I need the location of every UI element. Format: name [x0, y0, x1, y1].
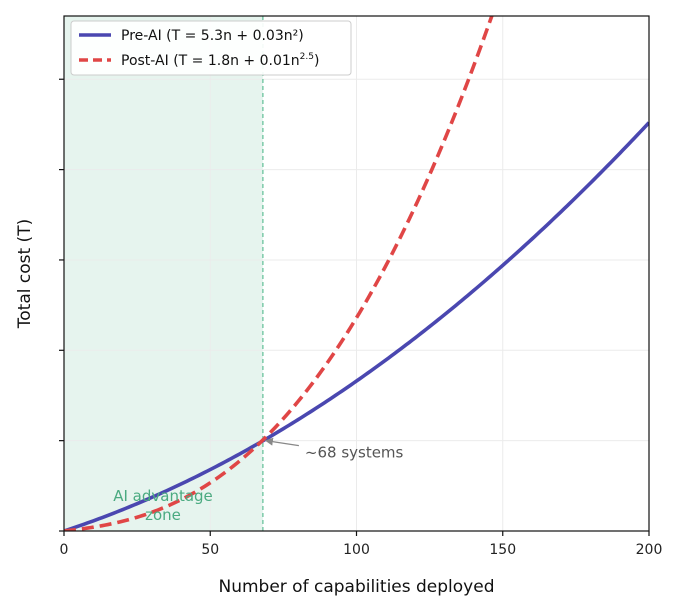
advantage-zone-label-2: zone [145, 506, 181, 524]
crossover-annotation: ~68 systems [305, 444, 404, 462]
advantage-zone-label: AI advantage [113, 487, 213, 505]
x-tick-label: 200 [636, 542, 663, 558]
advantage-zone-shade [64, 16, 263, 531]
legend-box [70, 20, 352, 76]
grid [63, 16, 650, 532]
x-tick-label: 100 [343, 542, 370, 558]
legend: Pre-AI (T = 5.3n + 0.03n²) Post-AI (T = 1… [70, 20, 352, 76]
annotation-arrow [264, 437, 299, 447]
legend-item: Pre-AI (T = 5.3n + 0.03n²) [121, 28, 304, 44]
x-tick-label: 150 [489, 542, 516, 558]
pre-ai-line [64, 121, 649, 531]
x-tick-label: 0 [60, 542, 69, 558]
legend-item: Post-AI (T = 1.8n + 0.01n2.5) [121, 52, 319, 69]
x-tick-label: 50 [201, 542, 219, 558]
y-axis-title: Total cost (T) [15, 219, 35, 329]
x-axis-title: Number of capabilities deployed [218, 577, 494, 597]
post-ai-line [64, 16, 494, 531]
